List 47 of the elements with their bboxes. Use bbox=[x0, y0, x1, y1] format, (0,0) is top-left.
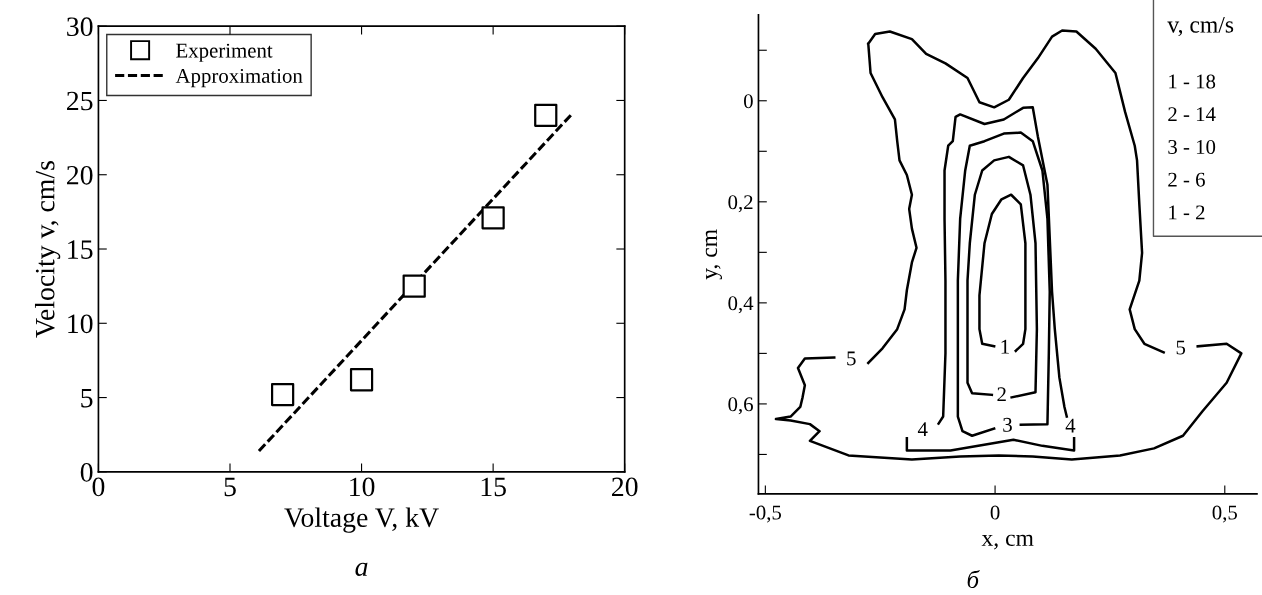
point bbox=[534, 103, 558, 127]
point bbox=[349, 368, 374, 392]
y-tick-label: 0 bbox=[80, 463, 93, 482]
y-tick-label: 0,6 bbox=[728, 397, 753, 415]
x-tick-label: 0,5 bbox=[1212, 505, 1237, 523]
series-label: 4 bbox=[1065, 418, 1076, 433]
point bbox=[481, 206, 505, 230]
y-tick-label: 0,4 bbox=[728, 296, 754, 314]
x-tick-label: 15 bbox=[481, 477, 506, 497]
annotation: 3 - 10 bbox=[1168, 139, 1216, 154]
annotation: 1 - 18 bbox=[1169, 74, 1216, 89]
y-tick-label: 25 bbox=[67, 91, 93, 111]
line-series bbox=[956, 131, 1051, 437]
x-axis-title: Voltage V, kV bbox=[284, 507, 439, 533]
y-tick-label: 20 bbox=[67, 165, 93, 185]
y-tick-label: 10 bbox=[68, 314, 93, 334]
point bbox=[270, 382, 295, 407]
line-series bbox=[978, 193, 1027, 353]
x-tick-label: 0 bbox=[990, 505, 1000, 520]
x-axis-title: x, cm bbox=[981, 534, 1034, 550]
text: 4 bbox=[917, 422, 928, 436]
x-tick-label: -0,5 bbox=[749, 505, 782, 523]
text: а bbox=[355, 562, 368, 577]
y-tick-label: 15 bbox=[68, 240, 93, 259]
legend-label: Experiment bbox=[176, 43, 273, 62]
x-tick-label: 5 bbox=[224, 477, 236, 497]
y-axis-title: Velocity v, cm/s bbox=[34, 161, 61, 338]
text: б bbox=[967, 569, 980, 589]
series-label: 5 bbox=[1176, 340, 1186, 355]
annotation: 2 - 14 bbox=[1168, 107, 1216, 122]
y-tick-label: 0 bbox=[743, 94, 753, 109]
legend-label: Approximation bbox=[175, 68, 303, 88]
series-label: 3 bbox=[1003, 417, 1012, 432]
text: 5 bbox=[847, 351, 856, 366]
y-tick-label: 0,2 bbox=[728, 195, 753, 213]
annotation: 1 - 2 bbox=[1169, 205, 1205, 220]
legend-title: v, cm/s bbox=[1167, 16, 1234, 37]
y-tick-label: 5 bbox=[81, 389, 93, 408]
series-label: 2 bbox=[997, 387, 1006, 402]
y-axis-title: y, cm bbox=[705, 229, 722, 280]
point bbox=[402, 274, 426, 298]
series-label: 1 bbox=[1001, 339, 1009, 354]
line-series bbox=[966, 155, 1039, 399]
x-tick-label: 10 bbox=[350, 477, 375, 497]
x-tick-label: 20 bbox=[612, 477, 638, 497]
y-tick-label: 30 bbox=[67, 17, 93, 37]
annotation: 2 - 6 bbox=[1168, 172, 1205, 187]
